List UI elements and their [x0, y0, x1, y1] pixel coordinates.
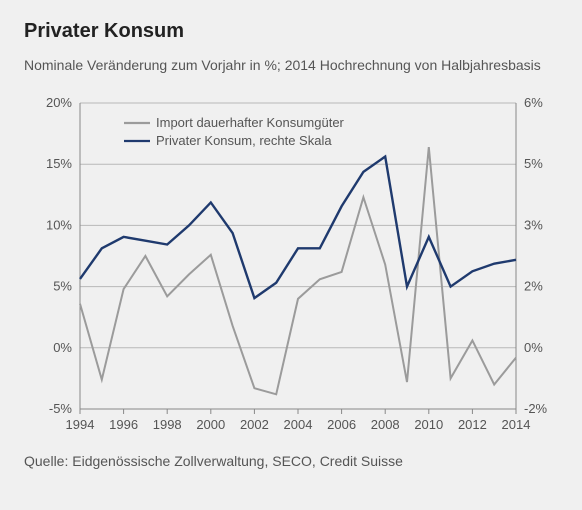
svg-text:5%: 5% — [524, 156, 543, 171]
svg-text:2012: 2012 — [458, 417, 487, 432]
svg-text:2008: 2008 — [371, 417, 400, 432]
svg-text:5%: 5% — [53, 279, 72, 294]
svg-text:10%: 10% — [46, 217, 72, 232]
svg-text:1994: 1994 — [66, 417, 95, 432]
svg-text:2%: 2% — [524, 279, 543, 294]
svg-text:2014: 2014 — [502, 417, 531, 432]
svg-text:15%: 15% — [46, 156, 72, 171]
svg-text:Privater Konsum, rechte Skala: Privater Konsum, rechte Skala — [156, 133, 332, 148]
chart-container: -5% -2% 0% 0% 5% 2% 10% 3% 15% 5% 20% 6% 1994 1996 199… — [24, 89, 558, 439]
subtitle: Nominale Veränderung zum Vorjahr in %; 2… — [24, 57, 558, 73]
svg-text:0%: 0% — [524, 340, 543, 355]
svg-text:-5%: -5% — [49, 401, 73, 416]
svg-text:2002: 2002 — [240, 417, 269, 432]
line-chart: -5% -2% 0% 0% 5% 2% 10% 3% 15% 5% 20% 6% 1994 1996 199… — [24, 89, 558, 439]
svg-text:2010: 2010 — [414, 417, 443, 432]
svg-text:1996: 1996 — [109, 417, 138, 432]
svg-text:3%: 3% — [524, 217, 543, 232]
svg-text:2006: 2006 — [327, 417, 356, 432]
source-line: Quelle: Eidgenössische Zollverwaltung, S… — [24, 453, 558, 469]
svg-text:0%: 0% — [53, 340, 72, 355]
svg-text:20%: 20% — [46, 95, 72, 110]
svg-text:-2%: -2% — [524, 401, 548, 416]
svg-text:Import dauerhafter Konsumgüter: Import dauerhafter Konsumgüter — [156, 115, 345, 130]
svg-text:1998: 1998 — [153, 417, 182, 432]
svg-text:6%: 6% — [524, 95, 543, 110]
svg-text:2000: 2000 — [196, 417, 225, 432]
page-title: Privater Konsum — [24, 20, 558, 43]
svg-text:2004: 2004 — [284, 417, 313, 432]
